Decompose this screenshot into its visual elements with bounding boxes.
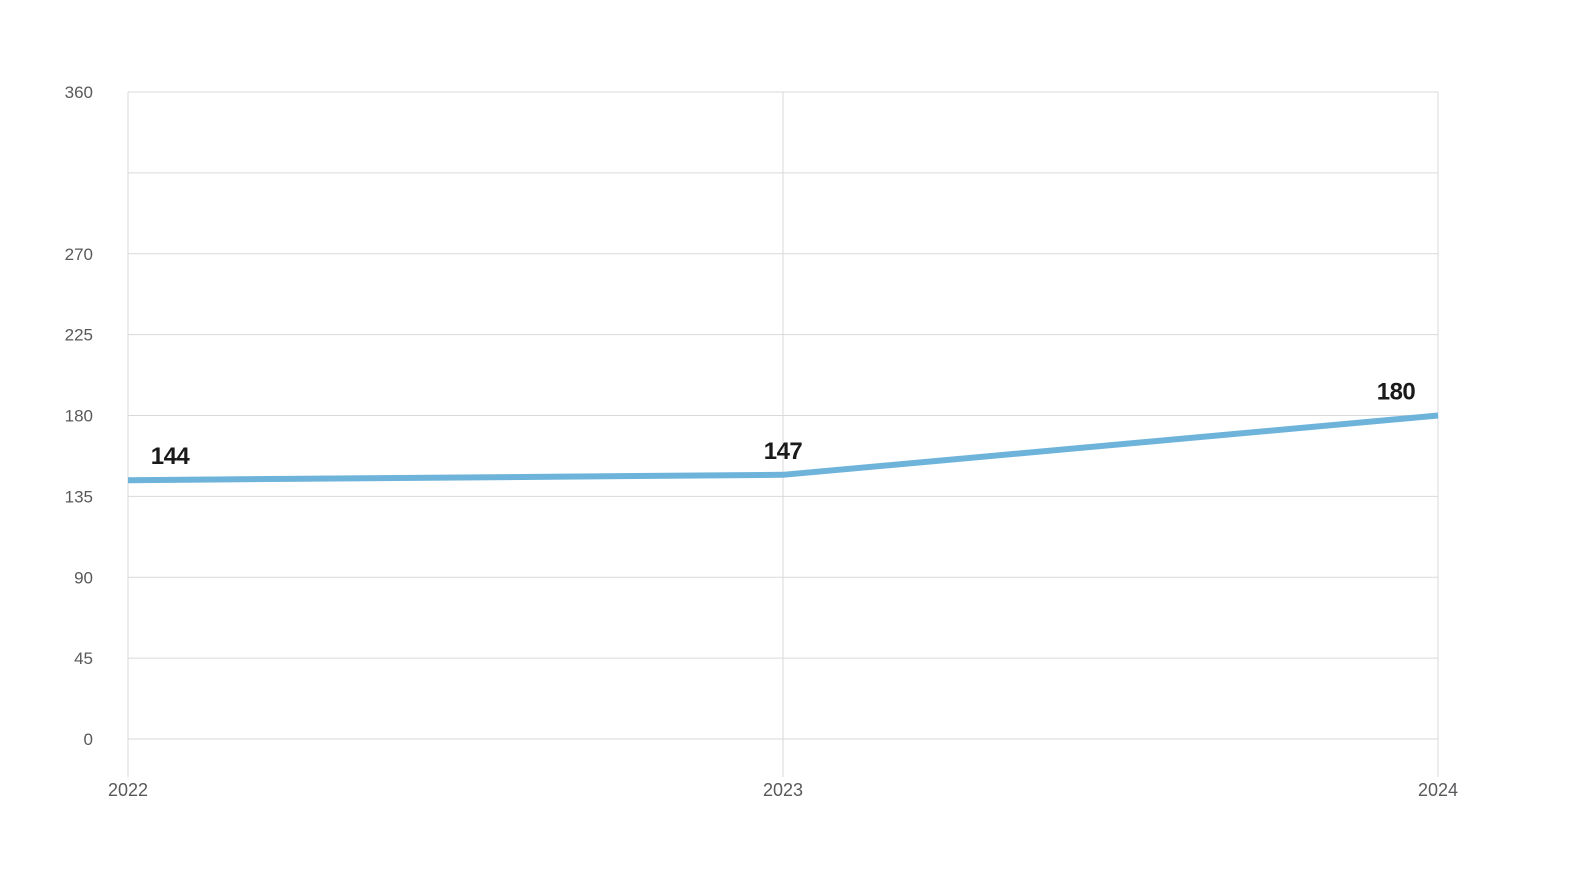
y-axis-tick-label: 90 [74, 568, 93, 587]
y-axis-tick-label: 270 [65, 245, 93, 264]
series-line [127, 412, 1439, 484]
data-label: 180 [1377, 379, 1416, 406]
data-label: 147 [764, 438, 803, 465]
x-axis-tick-label: 2023 [763, 780, 803, 800]
x-axis-tick-label: 2022 [108, 780, 148, 800]
y-axis-tick-label: 225 [65, 326, 93, 345]
data-label: 144 [151, 443, 191, 470]
y-axis-tick-label: 135 [65, 487, 93, 506]
y-axis-tick-label: 180 [65, 407, 93, 426]
y-axis-tick-label: 0 [84, 730, 93, 749]
y-axis-tick-label: 360 [65, 83, 93, 102]
y-axis-tick-label: 45 [74, 649, 93, 668]
x-axis-tick-label: 2024 [1418, 780, 1458, 800]
